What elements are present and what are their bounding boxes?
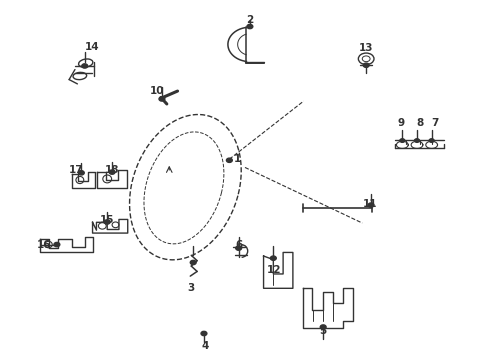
Text: 15: 15 bbox=[100, 215, 115, 225]
Circle shape bbox=[236, 246, 242, 250]
Circle shape bbox=[320, 325, 326, 329]
Text: 5: 5 bbox=[319, 326, 327, 336]
Text: 16: 16 bbox=[36, 240, 51, 250]
Text: 6: 6 bbox=[236, 240, 243, 250]
Text: 4: 4 bbox=[201, 341, 209, 351]
Text: 14: 14 bbox=[85, 42, 100, 52]
Circle shape bbox=[54, 242, 60, 247]
Circle shape bbox=[190, 260, 196, 265]
Text: 8: 8 bbox=[416, 118, 423, 128]
Text: 7: 7 bbox=[431, 118, 438, 128]
Circle shape bbox=[226, 158, 232, 162]
Text: 18: 18 bbox=[105, 165, 120, 175]
Text: 3: 3 bbox=[188, 283, 195, 293]
Text: 1: 1 bbox=[234, 154, 241, 164]
Text: 17: 17 bbox=[69, 165, 84, 175]
Text: 10: 10 bbox=[150, 86, 164, 96]
Circle shape bbox=[270, 256, 276, 260]
Circle shape bbox=[429, 139, 434, 142]
Text: 11: 11 bbox=[362, 199, 377, 210]
Text: 12: 12 bbox=[267, 265, 282, 275]
Text: 9: 9 bbox=[398, 118, 405, 128]
Circle shape bbox=[415, 139, 419, 142]
Circle shape bbox=[159, 97, 165, 101]
Circle shape bbox=[247, 24, 253, 29]
Circle shape bbox=[78, 171, 84, 175]
Text: 2: 2 bbox=[246, 15, 253, 26]
Circle shape bbox=[363, 63, 369, 67]
Circle shape bbox=[368, 203, 374, 207]
Circle shape bbox=[201, 331, 207, 336]
Circle shape bbox=[104, 220, 110, 224]
Text: 13: 13 bbox=[359, 43, 373, 53]
Circle shape bbox=[82, 64, 88, 68]
Circle shape bbox=[109, 170, 115, 174]
Circle shape bbox=[400, 139, 405, 142]
